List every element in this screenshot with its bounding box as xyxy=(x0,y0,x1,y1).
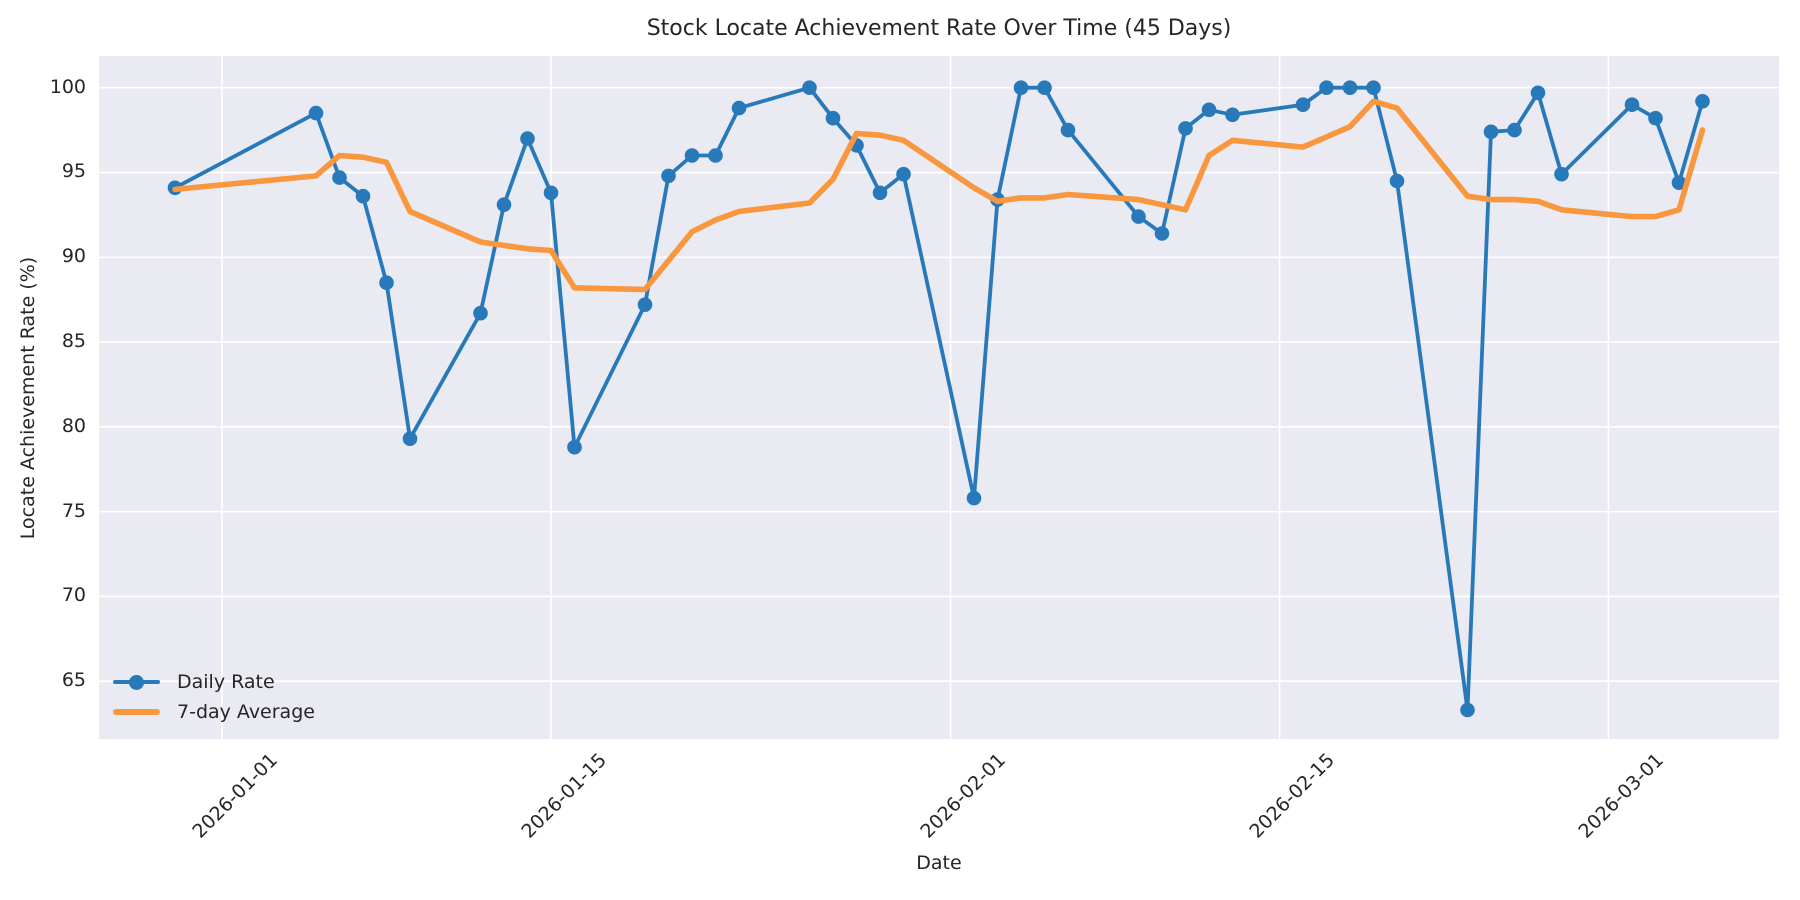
daily-rate-marker xyxy=(1695,94,1710,109)
daily-rate-marker xyxy=(1507,122,1522,138)
daily-rate-marker xyxy=(332,170,347,185)
legend-label: 7-day Average xyxy=(177,701,315,723)
average-line-icon xyxy=(113,704,160,720)
daily-rate-marker xyxy=(1648,110,1663,126)
average-line xyxy=(172,98,1706,293)
daily-rate-marker xyxy=(1460,702,1475,718)
daily-rate-marker xyxy=(1154,226,1170,241)
legend-label: Daily Rate xyxy=(177,671,275,693)
daily-rate-marker xyxy=(402,431,418,447)
daily-rate-marker xyxy=(661,168,676,184)
daily-rate-marker xyxy=(567,439,582,455)
plot-background xyxy=(99,56,1779,739)
daily-rate-marker xyxy=(966,490,982,506)
y-tick-label: 80 xyxy=(61,414,86,437)
daily-rate-marker xyxy=(543,185,559,201)
daily-rate-marker xyxy=(1366,80,1381,95)
daily-rate-marker xyxy=(379,275,394,291)
daily-rate-marker xyxy=(896,166,911,182)
daily-rate-marker xyxy=(1013,80,1029,95)
daily-rate-marker xyxy=(1624,97,1640,112)
daily-rate-marker xyxy=(355,188,371,204)
daily-rate-marker xyxy=(1319,80,1334,95)
y-tick-label: 85 xyxy=(61,330,86,353)
y-tick-label: 75 xyxy=(61,499,86,522)
daily-rate-marker xyxy=(1201,102,1217,118)
legend-item-daily-rate: Daily Rate xyxy=(113,667,315,697)
legend: Daily Rate 7-day Average xyxy=(113,667,315,727)
daily-rate-marker xyxy=(1389,173,1405,189)
daily-rate-marker xyxy=(1342,80,1358,95)
daily-rate-marker xyxy=(1530,85,1546,101)
daily-rate-marker xyxy=(708,148,723,163)
y-tick-label: 90 xyxy=(61,245,86,268)
y-tick-label: 100 xyxy=(49,75,86,98)
daily-rate-marker xyxy=(1060,122,1076,138)
daily-rate-marker xyxy=(473,305,488,321)
daily-rate-marker xyxy=(1483,124,1499,140)
daily-rate-marker xyxy=(1295,97,1311,112)
daily-rate-marker xyxy=(308,105,324,121)
daily-rate-marker xyxy=(1037,80,1052,95)
daily-rate-marker xyxy=(1225,107,1240,123)
daily-rate-marker xyxy=(684,148,700,163)
y-tick-label: 95 xyxy=(61,160,86,183)
daily-rate-marker xyxy=(1178,121,1193,136)
daily-rate-line-marker-icon xyxy=(113,674,160,690)
daily-rate-marker xyxy=(520,131,535,146)
y-tick-label: 70 xyxy=(61,584,86,607)
daily-rate-marker xyxy=(872,185,888,201)
daily-rate-marker xyxy=(1671,175,1687,190)
y-tick-label: 65 xyxy=(61,669,86,692)
daily-rate-marker xyxy=(825,110,841,126)
daily-rate-marker xyxy=(496,197,512,212)
daily-rate-marker xyxy=(1131,209,1146,224)
daily-rate-marker xyxy=(802,80,817,95)
daily-rate-marker xyxy=(637,297,653,313)
x-axis-label: Date xyxy=(916,852,962,874)
legend-item-7day-average: 7-day Average xyxy=(113,697,315,727)
daily-rate-marker xyxy=(731,100,747,116)
chart-title: Stock Locate Achievement Rate Over Time … xyxy=(646,16,1232,41)
daily-rate-marker xyxy=(1554,166,1569,182)
